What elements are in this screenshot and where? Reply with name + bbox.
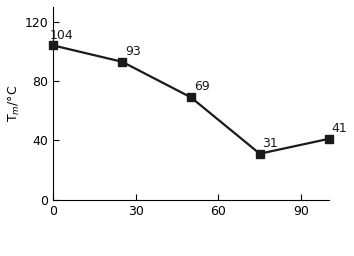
Y-axis label: T$_m$/°C: T$_m$/°C bbox=[7, 85, 22, 122]
Text: 41: 41 bbox=[331, 122, 347, 135]
Text: 31: 31 bbox=[263, 137, 278, 150]
Text: 93: 93 bbox=[125, 45, 141, 58]
Text: 104: 104 bbox=[49, 29, 73, 41]
Text: 69: 69 bbox=[194, 80, 210, 93]
